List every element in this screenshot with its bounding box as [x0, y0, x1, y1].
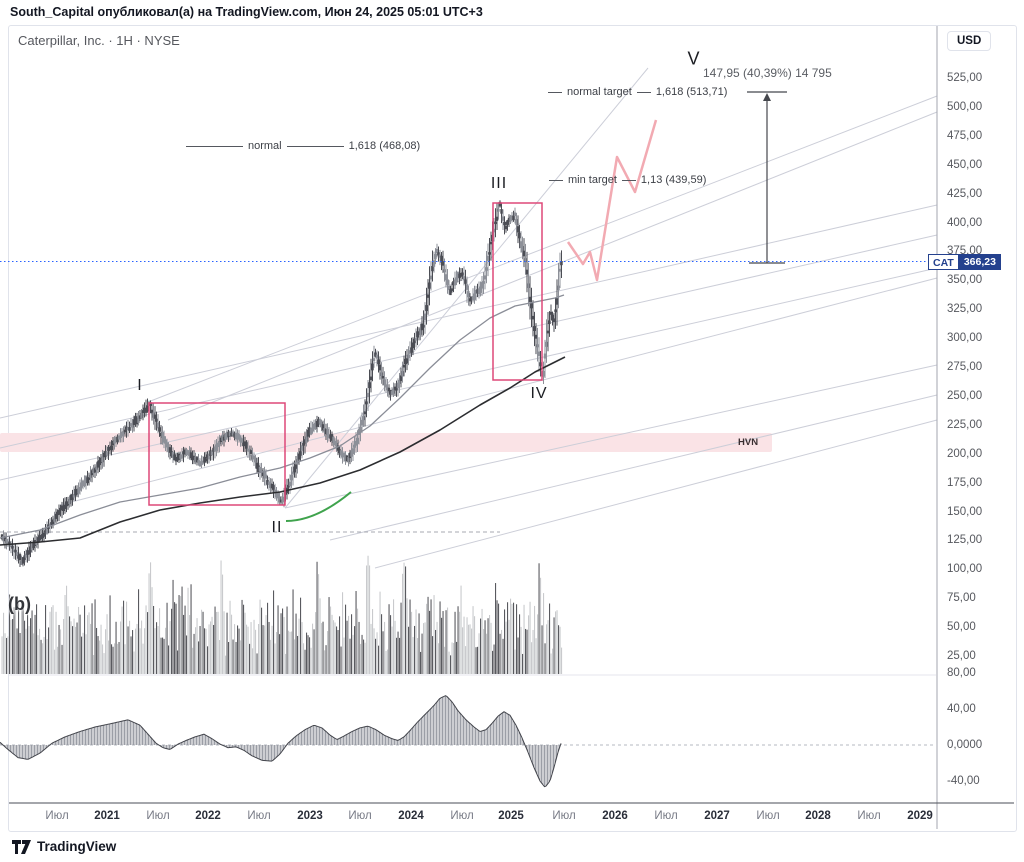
- time-axis-label: 2026: [602, 810, 628, 822]
- oscillator-axis-label: 80,00: [947, 667, 976, 679]
- currency-toggle[interactable]: USD: [947, 31, 992, 51]
- wave-label-I: I: [137, 377, 143, 394]
- price-axis-label: 100,00: [947, 563, 983, 576]
- legend-dash-icon: [186, 145, 243, 147]
- price-axis-label: 75,00: [947, 592, 976, 605]
- time-axis-label: Июл: [450, 810, 474, 822]
- price-axis-label: 475,00: [947, 129, 983, 142]
- target-label: min target: [568, 174, 617, 186]
- last-price-badge: CAT 366,23: [928, 253, 1001, 270]
- projection-stats-label: 147,95 (40,39%) 14 795: [703, 66, 832, 80]
- wave-label-V: V: [687, 48, 701, 69]
- byline-link[interactable]: South_Capital опубликовал(а) на TradingV…: [10, 5, 483, 19]
- price-axis-label: 500,00: [947, 100, 983, 113]
- price-axis-label: 25,00: [947, 650, 976, 662]
- target-value: 1,13 (439,59): [640, 174, 707, 186]
- time-axis-label: Июл: [857, 810, 881, 822]
- legend-dash-icon: [548, 91, 562, 93]
- sub-wave-b-label: (b): [8, 594, 31, 614]
- price-axis-label: 250,00: [947, 389, 983, 402]
- time-axis-label: Июл: [146, 810, 170, 822]
- symbol-title-link[interactable]: Caterpillar, Inc. · 1H · NYSE: [18, 33, 180, 48]
- oscillator-axis-label: 0,0000: [947, 739, 983, 751]
- target-label: normal: [248, 140, 282, 152]
- legend-dash-icon: [636, 91, 651, 93]
- legend-dash-icon: [549, 179, 563, 181]
- time-axis-label: Июл: [654, 810, 678, 822]
- price-axis-label: 350,00: [947, 274, 983, 287]
- target-row: normal 1,618 (468,08): [186, 140, 420, 152]
- price-axis-label: 300,00: [947, 332, 983, 345]
- wave-label-II: II: [271, 519, 283, 536]
- price-axis-label: 425,00: [947, 187, 983, 200]
- wave-label-III: III: [490, 175, 508, 192]
- price-axis-label: 200,00: [947, 447, 983, 460]
- time-axis-label: Июл: [348, 810, 372, 822]
- price-axis-label: 150,00: [947, 505, 983, 518]
- price-axis-label: 275,00: [947, 361, 983, 373]
- time-axis-label: 2023: [297, 810, 323, 822]
- time-axis-label: 2027: [704, 810, 730, 822]
- time-axis-label: Июл: [756, 810, 780, 822]
- tradingview-attribution[interactable]: TradingView: [12, 839, 116, 854]
- time-axis-label: 2029: [907, 810, 933, 822]
- legend-dash-icon: [621, 179, 636, 181]
- hvn-label: HVN: [738, 437, 759, 448]
- tradingview-wordmark: TradingView: [37, 839, 117, 854]
- target-label: normal target: [567, 86, 632, 98]
- time-axis-label: 2028: [805, 810, 831, 822]
- price-axis-label: 175,00: [947, 476, 983, 489]
- price-axis-label: 325,00: [947, 303, 983, 316]
- time-axis-label: 2024: [398, 810, 424, 822]
- time-axis-label: Июл: [247, 810, 271, 822]
- price-axis-label: 525,00: [947, 72, 983, 84]
- price-axis-label: 450,00: [947, 158, 983, 171]
- oscillator-axis-label: -40,00: [947, 775, 980, 787]
- wave-label-IV: IV: [530, 385, 548, 402]
- legend-dash-icon: [286, 145, 344, 147]
- chart-card: [8, 25, 1017, 832]
- target-row: min target 1,13 (439,59): [549, 174, 706, 186]
- time-axis-label: 2025: [498, 810, 524, 822]
- target-value: 1,618 (468,08): [348, 140, 421, 152]
- time-axis-label: 2021: [94, 810, 120, 822]
- target-row: normal target 1,618 (513,71): [548, 86, 727, 98]
- price-axis-label: 125,00: [947, 534, 983, 547]
- price-axis-label: 400,00: [947, 216, 983, 229]
- time-axis-label: Июл: [552, 810, 576, 822]
- time-axis-label: 2022: [195, 810, 221, 822]
- last-price-value: 366,23: [958, 253, 1001, 270]
- oscillator-axis-label: 40,00: [947, 703, 976, 715]
- price-axis-label: 225,00: [947, 418, 983, 431]
- symbol-tag: CAT: [928, 253, 959, 270]
- time-axis-label: Июл: [45, 810, 69, 822]
- target-value: 1,618 (513,71): [655, 86, 728, 98]
- tradingview-logo-icon: [12, 839, 31, 854]
- price-axis-label: 50,00: [947, 621, 976, 634]
